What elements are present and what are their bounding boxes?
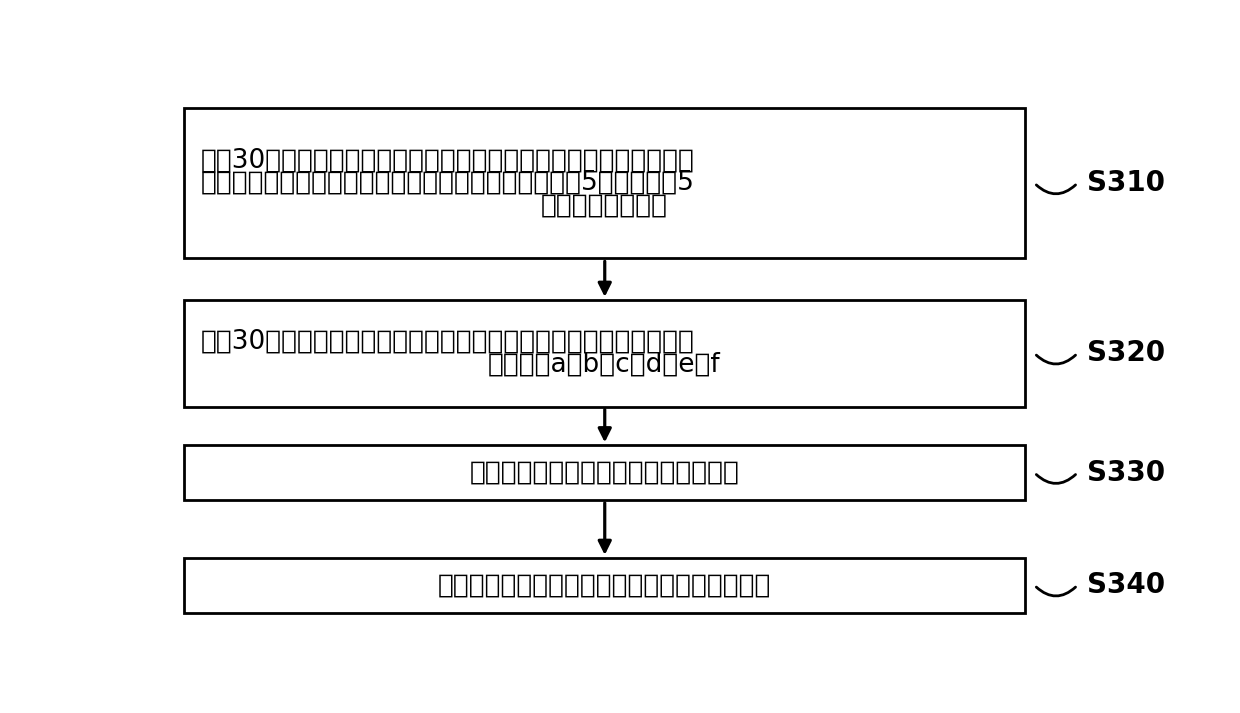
- Text: S310: S310: [1087, 169, 1166, 197]
- Text: S330: S330: [1087, 458, 1166, 486]
- FancyBboxPatch shape: [184, 558, 1024, 612]
- FancyBboxPatch shape: [184, 445, 1024, 500]
- Text: 以上计算结果发送给风电场中的各机组: 以上计算结果发送给风电场中的各机组: [469, 460, 739, 486]
- Text: 如下系数a、b、c、d、e、f: 如下系数a、b、c、d、e、f: [487, 352, 720, 378]
- FancyBboxPatch shape: [184, 108, 1024, 259]
- Text: S340: S340: [1087, 571, 1166, 599]
- Text: S320: S320: [1087, 339, 1166, 367]
- Text: 关性系数，确定每台机组对应的风速相关性系数最高的5台机组号及5: 关性系数，确定每台机组对应的风速相关性系数最高的5台机组号及5: [201, 170, 694, 196]
- Text: 利用30天历史运行数据，计算每台机组执行单机版风速估计所需要的: 利用30天历史运行数据，计算每台机组执行单机版风速估计所需要的: [201, 329, 694, 355]
- FancyBboxPatch shape: [184, 299, 1024, 406]
- Text: 个风速相关性系数: 个风速相关性系数: [541, 193, 668, 219]
- Text: 载入30天历史运行数据，进行数据清洗，计算机组两两之间的风速相: 载入30天历史运行数据，进行数据清洗，计算机组两两之间的风速相: [201, 148, 694, 173]
- Text: 向该故障机组反馈临近风机的当前瞬时风速信息: 向该故障机组反馈临近风机的当前瞬时风速信息: [438, 572, 771, 598]
